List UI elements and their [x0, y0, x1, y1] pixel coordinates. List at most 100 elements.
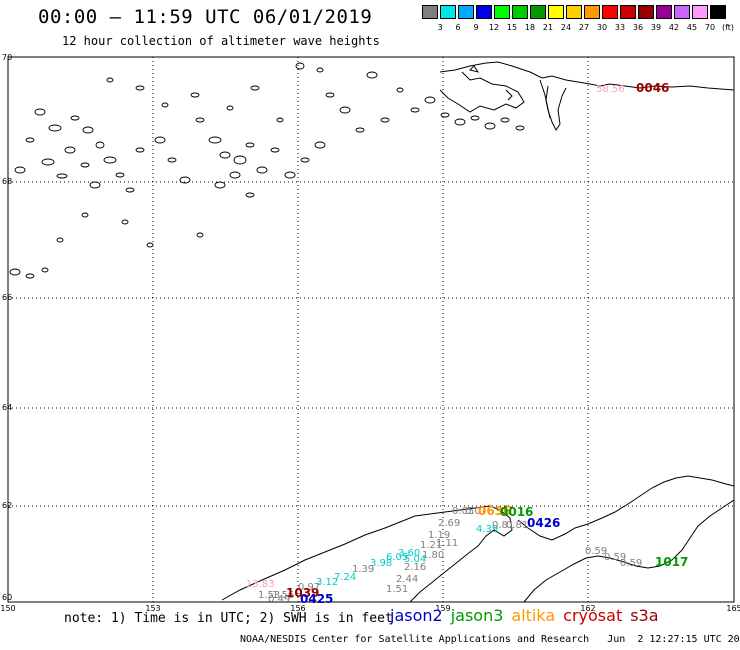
- longitude-tick-label: 159: [435, 604, 450, 613]
- colorbar-swatch: [440, 5, 456, 19]
- colorbar-swatch: [692, 5, 708, 19]
- wave-height-value: 3.98: [370, 558, 392, 569]
- colorbar-label: 70: [704, 23, 716, 32]
- colorbar-swatch: [710, 5, 726, 19]
- legend-entry-jason3: jason3: [450, 606, 504, 625]
- colorbar-swatch: [530, 5, 546, 19]
- legend-entry-altika: altika: [511, 606, 556, 625]
- wave-height-value: 0.81: [492, 520, 514, 531]
- colorbar-label: 18: [524, 23, 536, 32]
- colorbar-swatch: [638, 5, 654, 19]
- wave-height-value: 0.97: [298, 582, 320, 593]
- wave-height-value: 13.83: [246, 579, 275, 590]
- wave-height-value: 0.59: [620, 558, 642, 569]
- colorbar-label: 6: [455, 23, 461, 32]
- pass-time-label: 0046: [636, 81, 669, 95]
- pass-time-label: 0425: [300, 592, 333, 606]
- pass-time-label: 1039: [286, 586, 319, 600]
- colorbar-swatch: [566, 5, 582, 19]
- colorbar-label: 24: [560, 23, 572, 32]
- graticule: [8, 57, 734, 602]
- latitude-tick-label: 60: [2, 593, 12, 602]
- pass-time-label: 0016: [500, 505, 533, 519]
- wave-height-value: 0.05: [452, 506, 474, 517]
- axis-tick-labels: 150 153 156 159 162 165 70 68 66 64 62 60: [0, 53, 740, 613]
- longitude-tick-label: 150: [0, 604, 15, 613]
- colorbar-swatch: [476, 5, 492, 19]
- longitude-tick-label: 156: [290, 604, 305, 613]
- wave-height-value: 1.51: [386, 584, 408, 595]
- ice-floes: [9, 62, 525, 279]
- colorbar-swatch: [422, 5, 438, 19]
- wave-height-value: 1.39: [352, 564, 374, 575]
- colorbar-swatch: [620, 5, 636, 19]
- satellite-legend: jason2 jason3 altika cryosat s3a: [390, 606, 667, 625]
- colorbar-label: 15: [506, 23, 518, 32]
- latitude-tick-label: 62: [2, 501, 12, 510]
- wave-height-value: 0.49: [268, 594, 290, 605]
- wave-height-value: 1.80: [422, 550, 444, 561]
- longitude-tick-label: 165: [726, 604, 740, 613]
- pass-time-label: 0636: [478, 504, 511, 518]
- map-frame: [7, 56, 735, 603]
- wave-height-value: 2.16: [404, 562, 426, 573]
- colorbar-swatch: [494, 5, 510, 19]
- latitude-tick-label: 68: [2, 177, 12, 186]
- colorbar-label: 33: [614, 23, 626, 32]
- wave-height-value: 0.59: [585, 546, 607, 557]
- wave-height-value: 3.12: [316, 577, 338, 588]
- latitude-tick-label: 64: [2, 403, 12, 412]
- footnote: note: 1) Time is in UTC; 2) SWH is in fe…: [64, 611, 393, 626]
- wave-height-value: 7.24: [334, 572, 356, 583]
- wave-height-value: 6.05: [386, 552, 408, 563]
- colorbar-label: 12: [488, 23, 500, 32]
- colorbar-unit: (ft): [721, 23, 735, 32]
- coastline-south: [221, 475, 735, 603]
- chart-title: 00:00 – 11:59 UTC 06/01/2019: [38, 6, 373, 28]
- legend-entry-jason2: jason2: [390, 606, 443, 625]
- colorbar-label: 27: [578, 23, 590, 32]
- colorbar-swatch: [548, 5, 564, 19]
- colorbar-label: 3: [437, 23, 443, 32]
- colorbar-label: 30: [596, 23, 608, 32]
- pass-time-label: 1017: [655, 555, 688, 569]
- wave-height-value: 1.19: [428, 530, 450, 541]
- wave-height-value: 4.39: [476, 524, 498, 535]
- colorbar-label: 45: [686, 23, 698, 32]
- wave-height-value: 1.56: [272, 590, 294, 601]
- wave-height-value: 1.53: [258, 590, 280, 601]
- colorbar-label: 21: [542, 23, 554, 32]
- wave-height-value: 3.60: [398, 548, 420, 559]
- wave-height-value: 58.56: [596, 84, 625, 95]
- colorbar-label: 9: [473, 23, 479, 32]
- colorbar-label: 42: [668, 23, 680, 32]
- legend-entry-s3a: s3a: [630, 606, 659, 625]
- longitude-tick-label: 162: [580, 604, 595, 613]
- wave-height-value: 5.04: [404, 554, 426, 565]
- wave-height-value: 2.69: [438, 518, 460, 529]
- colorbar-swatch: [656, 5, 672, 19]
- wave-height-value: 0.59: [604, 552, 626, 563]
- latitude-tick-label: 66: [2, 293, 12, 302]
- wave-height-value: 2.44: [396, 574, 418, 585]
- coastline-north: [439, 61, 735, 131]
- colorbar-swatch: [458, 5, 474, 19]
- wave-height-value: 1.11: [436, 538, 458, 549]
- chart-subtitle: 12 hour collection of altimeter wave hei…: [62, 34, 380, 48]
- pass-time-label: 0426: [527, 516, 560, 530]
- latitude-tick-label: 70: [2, 53, 12, 62]
- colorbar-swatch: [512, 5, 528, 19]
- credit-line: NOAA/NESDIS Center for Satellite Applica…: [240, 634, 740, 645]
- colorbar-swatch: [602, 5, 618, 19]
- legend-entry-cryosat: cryosat: [563, 606, 623, 625]
- wave-height-value: 0.0?: [465, 506, 486, 517]
- colorbar-swatch: [584, 5, 600, 19]
- longitude-tick-label: 153: [145, 604, 160, 613]
- colorbar-label: 36: [632, 23, 644, 32]
- wave-height-value: 0.81: [506, 520, 528, 531]
- colorbar-label: 39: [650, 23, 662, 32]
- wave-height-value: 1.21: [420, 540, 442, 551]
- colorbar-swatch: [674, 5, 690, 19]
